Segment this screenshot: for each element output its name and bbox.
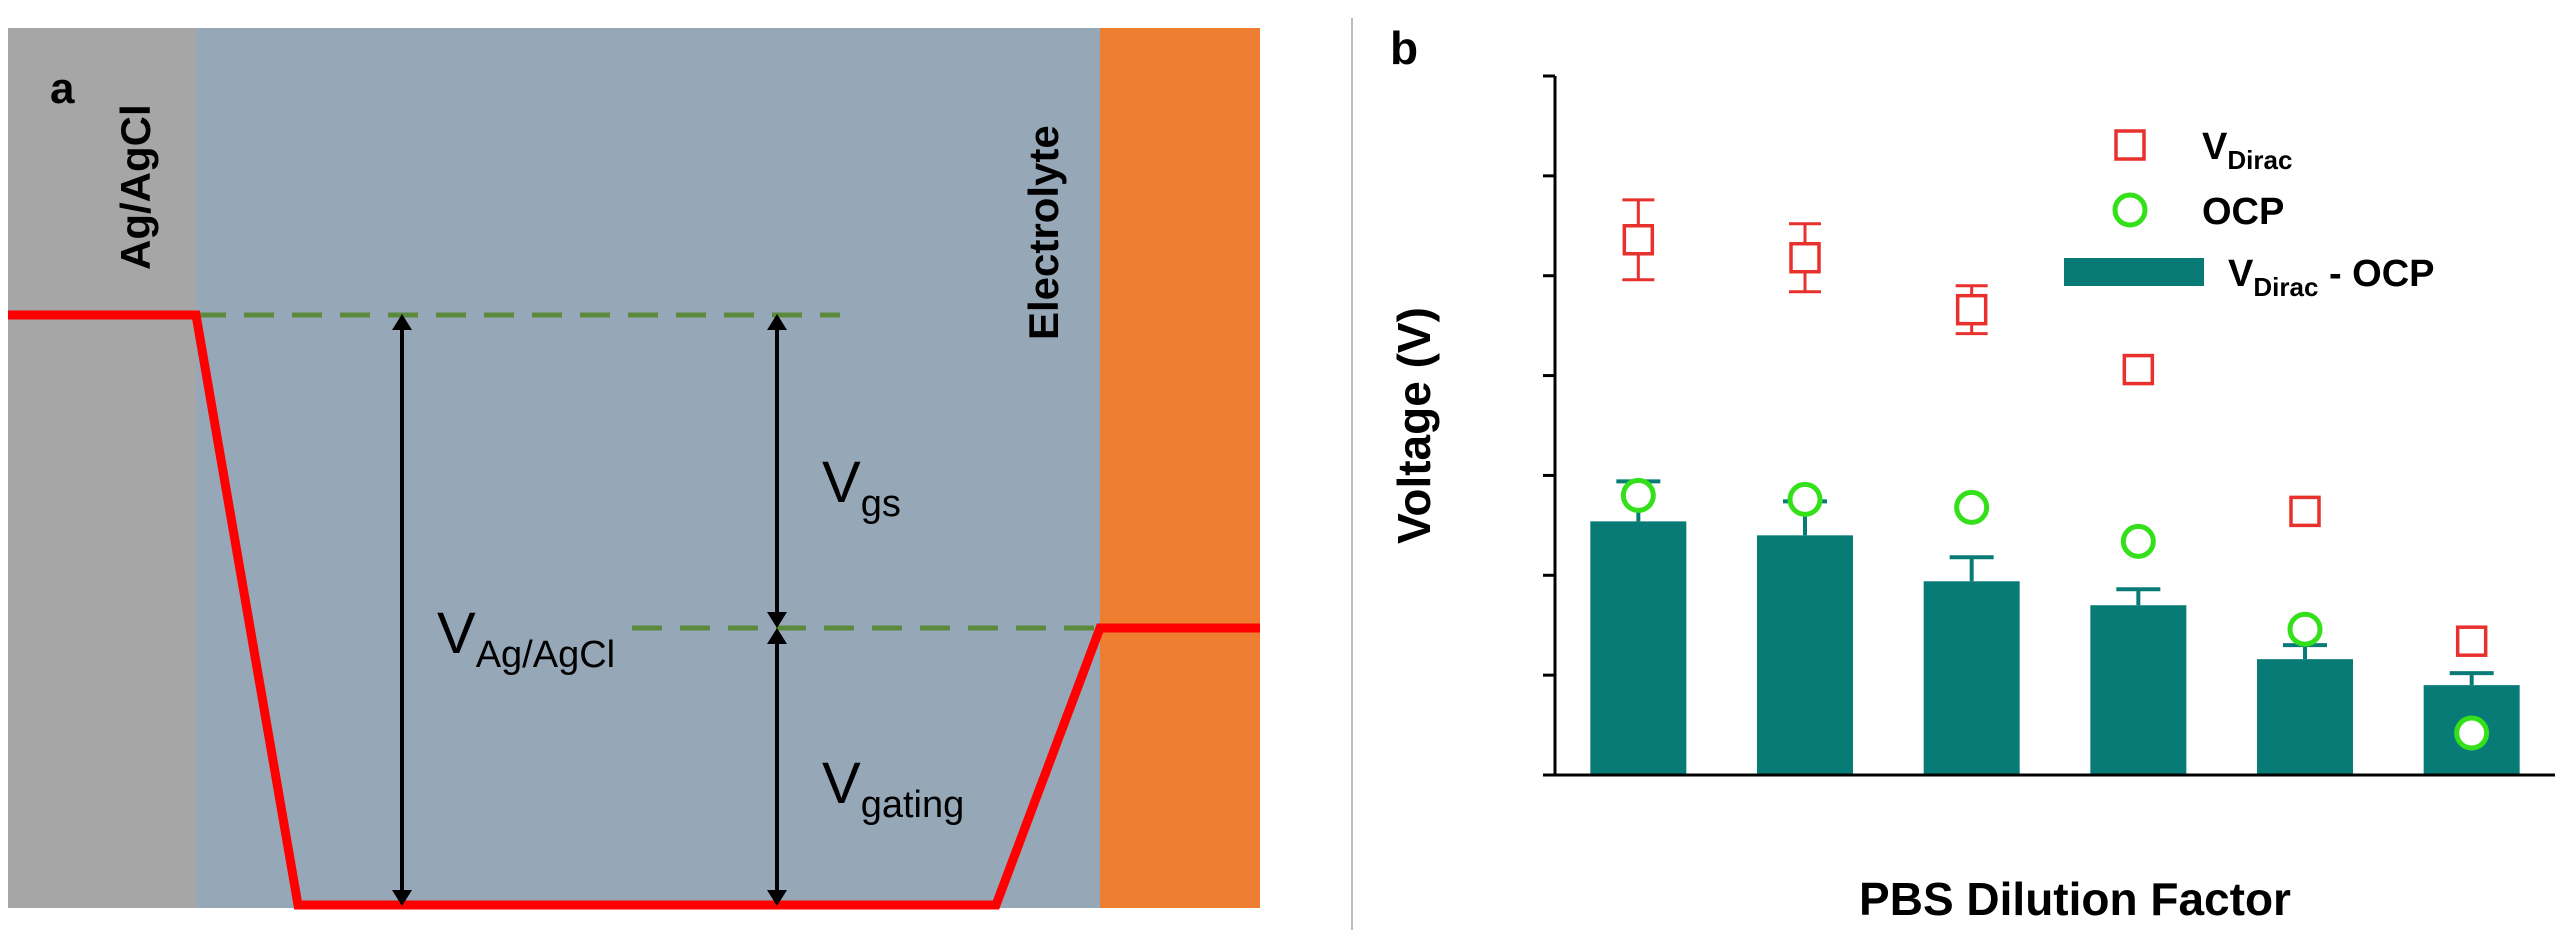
vdirac-marker-0.001	[1789, 241, 1821, 274]
ocp-marker-1	[2287, 611, 2323, 647]
bars-group	[1590, 521, 2520, 775]
legend: VDirac OCP VDirac - OCP	[2064, 126, 2435, 302]
ocp-marker-0.01	[1954, 489, 1990, 525]
axes-group	[1553, 76, 2555, 777]
electrolyte-region	[196, 28, 1100, 908]
vdirac-marker-1	[2289, 495, 2321, 528]
legend-label-2: VDirac - OCP	[2228, 253, 2435, 302]
vdirac-marker-0.1	[2122, 353, 2155, 386]
ocp-marker-0.001	[1787, 481, 1823, 517]
electrode-label: Ag/AgCl	[112, 104, 159, 270]
total-arrow	[392, 314, 412, 906]
gating-arrow	[767, 628, 787, 906]
vdirac-marker-0.0001	[1622, 224, 1655, 256]
ocp-marker-10	[2454, 715, 2490, 751]
electrode-region	[8, 28, 196, 908]
vdirac-marker-0.01	[1955, 293, 1988, 326]
v-ag-agcl-label: VAg/AgCl	[437, 601, 615, 676]
panel-a-label: a	[50, 64, 75, 113]
panel-b-label: b	[1390, 22, 1418, 74]
y-axis-label: Voltage (V)	[1388, 307, 1440, 544]
ocp-marker-0.1	[2120, 523, 2156, 559]
legend-vdirac-ocp-swatch	[2064, 258, 2204, 286]
panel-a-schematic: a Ag/AgCl Electrolyte VAg/AgCl Vgs Vgati…	[8, 28, 1260, 910]
markers-group	[1620, 224, 2490, 751]
graphene-region	[1100, 28, 1260, 908]
vdirac-marker-10	[2455, 625, 2488, 657]
vgs-label: Vgs	[822, 450, 901, 525]
vgating-label: Vgating	[822, 751, 964, 826]
vgs-arrow	[767, 314, 787, 628]
bar-0.1	[2090, 605, 2187, 775]
bar-1	[2257, 659, 2353, 775]
legend-ocp-swatch	[2112, 192, 2148, 228]
bar-0.01	[1923, 581, 2020, 775]
legend-vdirac-swatch	[2114, 129, 2146, 161]
electrolyte-label: Electrolyte	[1020, 125, 1067, 340]
ticks-group	[1543, 74, 1555, 777]
legend-label-0: VDirac	[2202, 126, 2292, 175]
legend-label-1: OCP	[2202, 191, 2284, 233]
bar-0.001	[1757, 535, 1853, 775]
potential-profile-line	[8, 310, 1260, 910]
ocp-marker-0.0001	[1620, 477, 1656, 513]
bar-0.0001	[1590, 521, 1687, 775]
x-axis-label: PBS Dilution Factor	[1859, 873, 2291, 925]
